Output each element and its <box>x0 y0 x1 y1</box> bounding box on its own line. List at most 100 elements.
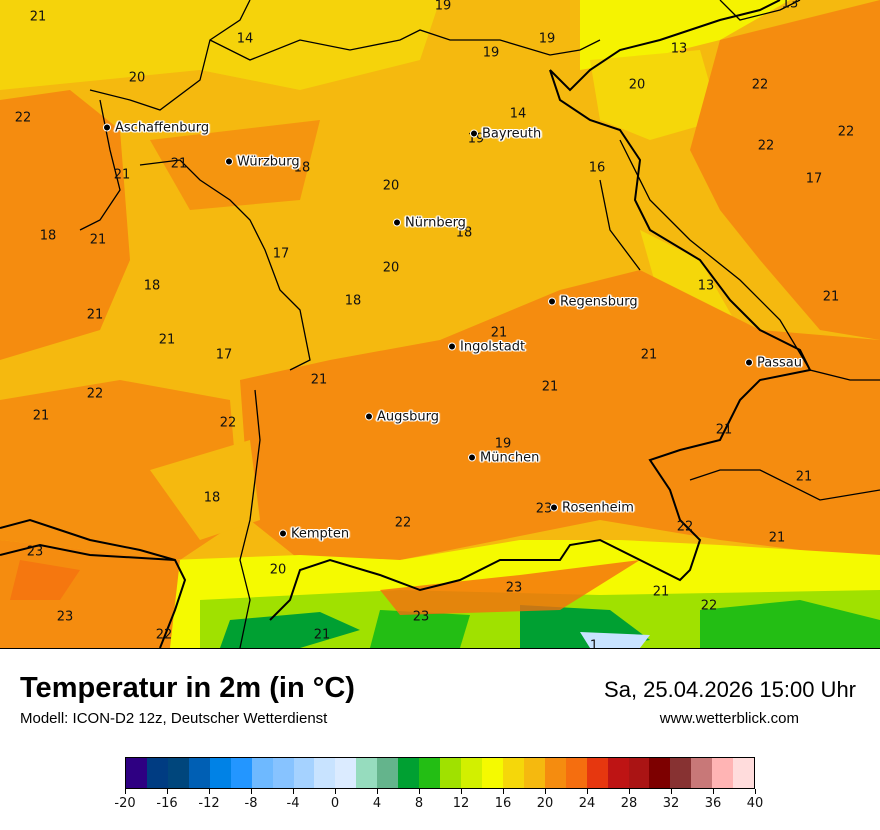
colorbar-tick-label: 8 <box>414 796 424 811</box>
colorbar-tick-label: -4 <box>286 796 300 811</box>
colorbar-segment <box>126 758 147 788</box>
temperature-value: 22 <box>751 77 769 93</box>
city-marker: Nürnberg <box>393 217 466 230</box>
city-dot-icon <box>393 218 401 226</box>
colorbar-segment <box>146 758 168 788</box>
temperature-value: 20 <box>382 178 400 194</box>
temperature-value: 17 <box>805 171 823 187</box>
temperature-value: 21 <box>490 325 508 341</box>
colorbar-ticks: -20 -16 -12 -8 -4 0 4 8 12 16 20 24 28 32 36 40 <box>114 789 763 819</box>
city-marker: Passau <box>745 357 802 370</box>
temperature-value: 21 <box>640 347 658 363</box>
colorbar-tick <box>545 789 546 794</box>
temperature-value: 23 <box>412 609 430 625</box>
colorbar-segment <box>649 758 671 788</box>
temperature-value: 18 <box>344 293 362 309</box>
temperature-value: 14 <box>509 106 527 122</box>
city-label: Bayreuth <box>482 126 542 142</box>
colorbar-tick <box>377 789 378 794</box>
temperature-value: 20 <box>382 260 400 276</box>
temperature-value: 21 <box>113 167 131 183</box>
website-link[interactable]: www.wetterblick.com <box>659 710 799 727</box>
temperature-value: 13 <box>781 0 799 12</box>
temperature-value: 22 <box>837 124 855 140</box>
colorbar-segment <box>272 758 294 788</box>
colorbar-tick-label: -12 <box>198 796 220 811</box>
temperature-value: 21 <box>170 156 188 172</box>
temperature-value: 23 <box>505 580 523 596</box>
colorbar-segment <box>356 758 378 788</box>
colorbar-tick-label: 12 <box>452 796 470 811</box>
colorbar-segment <box>440 758 461 788</box>
colorbar-tick-label: 16 <box>494 796 512 811</box>
temperature-value: 22 <box>757 138 775 154</box>
city-dot-icon <box>470 129 478 137</box>
temperature-value: 19 <box>538 31 556 47</box>
colorbar-segment <box>607 758 629 788</box>
colorbar-segment <box>502 758 524 788</box>
temperature-value: 21 <box>768 530 786 546</box>
temperature-value: 21 <box>158 332 176 348</box>
colorbar-tick-label: 36 <box>704 796 722 811</box>
temperature-colorbar <box>125 757 755 789</box>
city-marker: Kempten <box>279 528 349 541</box>
city-label: Würzburg <box>237 154 300 170</box>
temperature-value: 18 <box>143 278 161 294</box>
colorbar-segment <box>188 758 210 788</box>
colorbar-segment <box>377 758 399 788</box>
temperature-value: 21 <box>310 372 328 388</box>
colorbar-tick-label: -20 <box>114 796 136 811</box>
temperature-value: 21 <box>795 469 813 485</box>
temperature-value: 21 <box>89 232 107 248</box>
colorbar-tick-label: 20 <box>536 796 554 811</box>
city-dot-icon <box>103 123 111 131</box>
city-dot-icon <box>279 529 287 537</box>
colorbar-tick-label: -16 <box>156 796 178 811</box>
colorbar-segment <box>544 758 566 788</box>
city-marker: Aschaffenburg <box>103 122 209 135</box>
colorbar-segment <box>523 758 545 788</box>
colorbar-tick-label: 24 <box>578 796 596 811</box>
city-label: Nürnberg <box>405 215 466 231</box>
colorbar-segment <box>670 758 692 788</box>
colorbar-tick-label: 0 <box>330 796 340 811</box>
temperature-value: 18 <box>293 160 311 176</box>
city-dot-icon <box>550 503 558 511</box>
colorbar-segment <box>209 758 231 788</box>
colorbar-tick <box>335 789 336 794</box>
city-dot-icon <box>365 412 373 420</box>
temperature-value: 21 <box>86 307 104 323</box>
colorbar-tick <box>629 789 630 794</box>
temperature-value: 22 <box>394 515 412 531</box>
city-marker: München <box>468 452 539 465</box>
temperature-value: 16 <box>588 160 606 176</box>
map-title: Temperatur in 2m (in °C) <box>20 672 355 704</box>
temperature-value: 21 <box>29 9 47 25</box>
colorbar-segment <box>314 758 336 788</box>
city-label: Kempten <box>291 526 350 542</box>
temperature-value: 18 <box>203 490 221 506</box>
colorbar-segment <box>419 758 441 788</box>
temperature-value: 18 <box>39 228 57 244</box>
city-label: Augsburg <box>377 409 440 425</box>
city-marker: Rosenheim <box>550 502 634 515</box>
colorbar-tick <box>419 789 420 794</box>
temperature-value: 19 <box>494 436 512 452</box>
temperature-value: 20 <box>628 77 646 93</box>
colorbar-segment <box>565 758 587 788</box>
colorbar-tick <box>587 789 588 794</box>
temperature-value: 22 <box>86 386 104 402</box>
colorbar-tick <box>167 789 168 794</box>
colorbar-tick-label: -8 <box>244 796 258 811</box>
colorbar-tick <box>293 789 294 794</box>
city-marker: Regensburg <box>548 296 638 309</box>
city-marker: Augsburg <box>365 411 439 424</box>
colorbar-tick-label: 28 <box>620 796 638 811</box>
colorbar-segment <box>712 758 734 788</box>
city-dot-icon <box>225 157 233 165</box>
temperature-value: 23 <box>56 609 74 625</box>
colorbar-tick <box>671 789 672 794</box>
colorbar-tick <box>125 789 126 794</box>
temperature-value: 13 <box>670 41 688 57</box>
temperature-value: 22 <box>700 598 718 614</box>
